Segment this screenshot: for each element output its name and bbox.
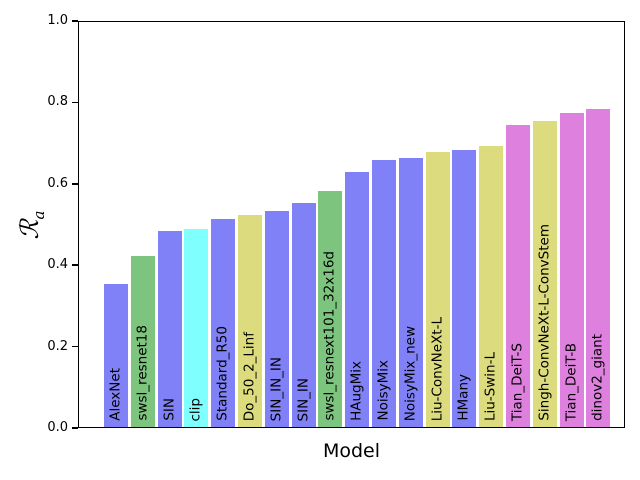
bar-NoisyMix: NoisyMix (372, 159, 396, 427)
y-axis-tick (72, 183, 78, 185)
bar-Do_50_2_Linf: Do_50_2_Linf (238, 214, 262, 427)
bar-Standard_R50: Standard_R50 (211, 219, 236, 427)
bar-label: dinov2_giant (589, 334, 606, 421)
bar-label: SIN (160, 398, 177, 421)
bar-label: clip (187, 397, 204, 422)
bar-swsl_resnext101_32x16d: swsl_resnext101_32x16d (318, 190, 343, 427)
y-axis-tick (72, 345, 78, 348)
bar-clip: clip (184, 229, 209, 427)
bar-Liu-Swin-L: Liu-Swin-L (479, 145, 504, 427)
bar-label: Standard_R50 (214, 326, 231, 421)
bar-Liu-ConvNeXt-L: Liu-ConvNeXt-L (425, 151, 450, 427)
bar-HAugMix: HAugMix (345, 172, 370, 427)
plot-area: AlexNet swsl_resnet18 SIN clip Standard_R50 D… (78, 21, 625, 428)
bar-Tian_DeiT-S: Tian_DeiT-S (506, 125, 530, 427)
y-tick-label: 0.4 (47, 257, 68, 273)
bar-label: Tian_DeiT-B (562, 342, 579, 421)
bar-label: swsl_resnet18 (134, 325, 151, 421)
y-tick-label: 0.8 (47, 94, 68, 110)
y-axis-tick (72, 20, 78, 22)
bar-label: Tian_DeiT-S (509, 342, 526, 421)
y-axis-label-subscript: a (30, 210, 48, 220)
bar-SIN: SIN (157, 231, 182, 427)
y-tick-label: 0.2 (47, 338, 68, 354)
y-axis-label-symbol: ℛ (15, 219, 44, 240)
y-tick-label: 1.0 (47, 13, 68, 28)
bar-label: NoisyMix_new (402, 325, 419, 421)
bar-label: swsl_resnext101_32x16d (321, 251, 338, 421)
bar-NoisyMix_new: NoisyMix_new (398, 157, 423, 427)
bar-label: Liu-Swin-L (482, 351, 499, 421)
y-axis-tick (72, 264, 78, 266)
bar-Tian_DeiT-B: Tian_DeiT-B (559, 113, 584, 427)
bar-label: SIN_IN (294, 377, 311, 421)
bar-label: Liu-ConvNeXt-L (428, 316, 445, 421)
bar-label: HMany (455, 374, 472, 421)
x-axis-label: Model (322, 440, 381, 462)
bar-label: SIN_IN_IN (268, 356, 285, 421)
bar-label: AlexNet (107, 368, 124, 421)
y-tick-label: 0.6 (47, 175, 68, 191)
y-axis-tick (72, 427, 78, 429)
bar-HMany: HMany (452, 149, 477, 427)
bar-SIN_IN_IN: SIN_IN_IN (264, 210, 289, 427)
bar-label: NoisyMix (375, 360, 392, 421)
bar-label: Do_50_2_Linf (241, 331, 258, 421)
bar-label: Singh-ConvNeXt-L-ConvStem (536, 224, 553, 421)
bar-label: HAugMix (348, 361, 365, 421)
bar-SIN_IN: SIN_IN (291, 202, 316, 427)
y-axis-tick (72, 101, 78, 104)
bar-Singh-ConvNeXt-L-ConvStem: Singh-ConvNeXt-L-ConvStem (532, 121, 557, 427)
y-tick-label: 0.0 (47, 420, 68, 435)
y-axis-label: ℛa (8, 203, 52, 247)
bar-swsl_resnet18: swsl_resnet18 (130, 255, 155, 427)
bar-AlexNet: AlexNet (104, 284, 128, 427)
bar-dinov2_giant: dinov2_giant (586, 109, 611, 427)
